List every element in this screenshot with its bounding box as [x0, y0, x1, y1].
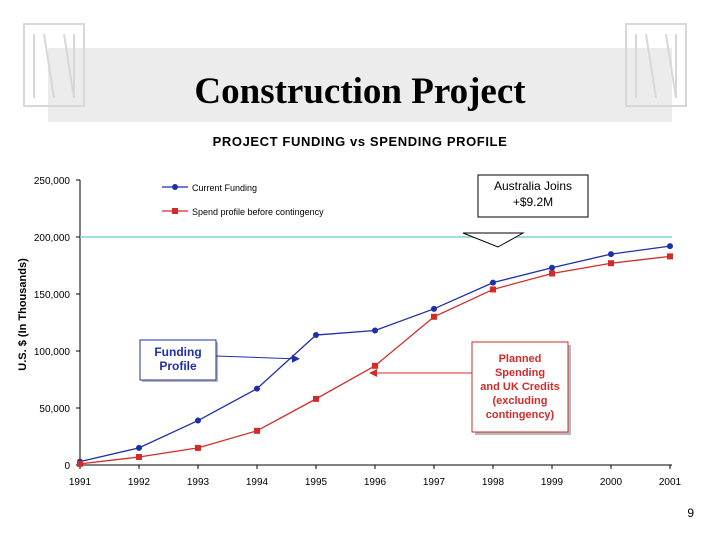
y-tick-label: 250,000 — [34, 176, 71, 187]
data-point — [195, 417, 201, 424]
x-tick-label: 1992 — [128, 477, 151, 488]
callout-pointer — [462, 232, 525, 248]
data-point — [77, 460, 83, 467]
slide-title: Construction Project — [194, 71, 526, 112]
planned-spending-text: Spending — [495, 367, 545, 379]
x-tick-label: 1994 — [246, 477, 269, 488]
data-point — [667, 243, 673, 250]
data-point — [136, 444, 142, 451]
planned-spending-text: Planned — [499, 353, 542, 365]
legend-label: Current Funding — [192, 183, 257, 193]
x-tick-label: 2001 — [659, 477, 682, 488]
y-tick-label: 50,000 — [39, 404, 70, 415]
funding-arrow-head — [292, 354, 300, 363]
page-number: 9 — [687, 506, 694, 520]
x-tick-label: 1993 — [187, 477, 210, 488]
funding-profile-text: Funding — [154, 345, 201, 359]
legend-label: Spend profile before contingency — [192, 207, 324, 217]
data-point — [254, 385, 260, 392]
data-point — [195, 444, 201, 451]
planned-spending-text: (excluding — [492, 395, 547, 407]
data-point — [431, 313, 437, 320]
funding-arrow-line — [215, 355, 293, 360]
data-point — [313, 332, 319, 339]
funding-profile-text: Profile — [159, 359, 197, 373]
x-tick-label: 1996 — [364, 477, 387, 488]
data-point — [490, 279, 496, 286]
data-point — [608, 260, 614, 267]
data-point — [372, 327, 378, 334]
legend-marker — [172, 184, 178, 190]
y-tick-label: 150,000 — [34, 290, 71, 301]
legend-marker — [172, 208, 178, 214]
chart-title: PROJECT FUNDING vs SPENDING PROFILE — [213, 134, 508, 149]
callout-text: +$9.2M — [513, 195, 553, 209]
title-band — [48, 48, 672, 122]
x-tick-label: 1995 — [305, 477, 328, 488]
data-point — [313, 395, 319, 402]
x-tick-label: 1999 — [541, 477, 564, 488]
y-tick-label: 200,000 — [34, 233, 71, 244]
callout-text: Australia Joins — [494, 179, 572, 193]
x-tick-label: 1991 — [69, 477, 92, 488]
planned-arrow-head — [369, 369, 377, 377]
data-point — [608, 251, 614, 258]
callout-box — [477, 174, 589, 218]
y-tick-label: 100,000 — [34, 347, 71, 358]
data-point — [431, 305, 437, 312]
data-point — [490, 286, 496, 293]
planned-spending-text: contingency) — [486, 409, 555, 421]
planned-spending-box — [471, 341, 569, 433]
data-point — [254, 427, 260, 434]
logo-watermark-right-icon — [625, 23, 687, 107]
data-point — [549, 270, 555, 277]
data-point — [549, 264, 555, 271]
data-point — [372, 362, 378, 369]
funding-profile-box — [139, 339, 217, 381]
data-point — [667, 253, 673, 260]
x-tick-label: 1997 — [423, 477, 446, 488]
x-tick-label: 2000 — [600, 477, 623, 488]
x-tick-label: 1998 — [482, 477, 505, 488]
data-point — [136, 454, 142, 461]
y-tick-label: 0 — [64, 461, 70, 472]
logo-watermark-left-icon — [23, 23, 85, 107]
planned-spending-text: and UK Credits — [480, 381, 559, 393]
y-axis-label: U.S. $ (In Thousands) — [17, 258, 29, 371]
